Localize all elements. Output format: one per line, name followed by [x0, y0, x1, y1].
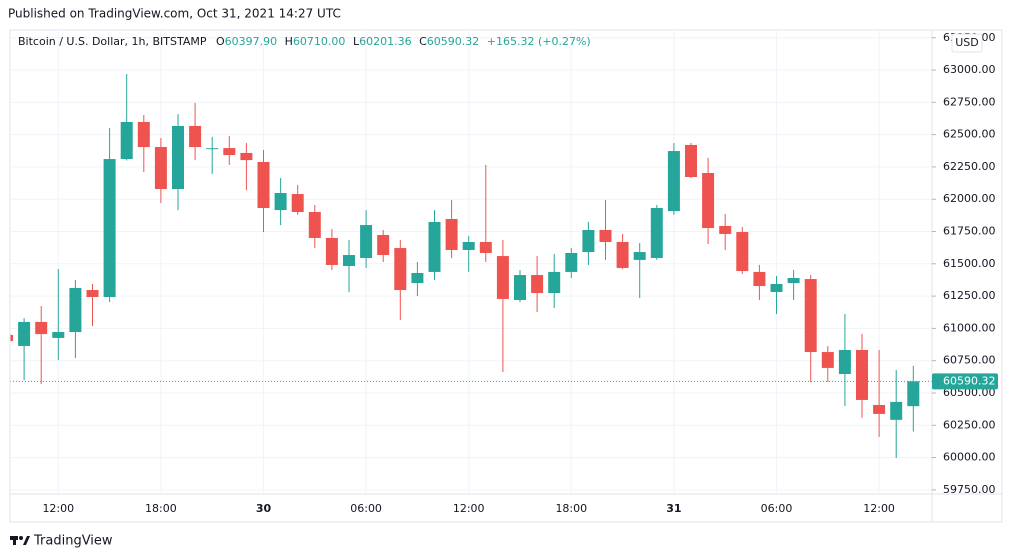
candle-body — [35, 321, 48, 335]
low-value: 60201.36 — [359, 35, 412, 48]
candle-body — [838, 349, 851, 374]
y-tick-label: 62000.00 — [943, 192, 996, 205]
candle-body — [343, 255, 355, 267]
candle-body — [257, 162, 270, 209]
candle-body — [394, 248, 407, 291]
candle-body — [360, 225, 373, 258]
candle-body — [753, 271, 766, 287]
close-value: 60590.32 — [427, 35, 480, 48]
candle-body — [719, 225, 732, 234]
candle-body — [308, 212, 321, 238]
candle-body — [103, 159, 116, 298]
candle-body — [154, 147, 167, 190]
candle-body — [890, 401, 903, 420]
candle-body — [377, 235, 390, 256]
candle-body — [445, 218, 458, 250]
candle-body — [907, 381, 920, 407]
y-tick-label: 60750.00 — [943, 354, 996, 367]
candle-body — [120, 121, 133, 160]
candle-body — [667, 151, 680, 212]
high-value: 60710.00 — [293, 35, 346, 48]
candle-body — [531, 275, 544, 294]
candle-body — [69, 287, 82, 333]
brand-name: TradingView — [33, 534, 113, 549]
last-price-tag — [932, 373, 998, 390]
y-tick-label: 61000.00 — [943, 321, 996, 334]
y-tick-label: 60000.00 — [943, 451, 996, 464]
chart-frame — [9, 29, 1003, 523]
candle-body — [582, 229, 595, 253]
x-tick-label: 12:00 — [42, 502, 74, 515]
candle-body — [821, 352, 834, 368]
change-value: +165.32 (+0.27%) — [487, 35, 591, 48]
y-tick-label: 62750.00 — [943, 95, 996, 108]
candle-body — [599, 229, 612, 242]
x-tick-label: 12:00 — [453, 502, 485, 515]
candle-body — [86, 290, 99, 298]
y-tick-label: 61500.00 — [943, 257, 996, 270]
candle-body — [223, 148, 236, 156]
candle-body — [770, 283, 783, 292]
candle-body — [479, 241, 492, 253]
x-tick-label: 18:00 — [555, 502, 587, 515]
candle-body — [206, 148, 219, 150]
candle-body — [548, 271, 561, 294]
candle-body — [856, 349, 868, 400]
candle-body — [873, 404, 886, 414]
y-tick-label: 59750.00 — [943, 483, 996, 496]
candle-body — [274, 193, 287, 211]
candle-body — [137, 121, 150, 148]
candle-body — [804, 279, 817, 353]
open-value: 60397.90 — [225, 35, 278, 48]
candle-body — [616, 241, 629, 268]
candle-body — [702, 172, 715, 229]
x-tick-label: 06:00 — [761, 502, 793, 515]
brand-logo — [10, 536, 30, 545]
candle-body — [18, 321, 31, 346]
x-tick-label: 31 — [666, 502, 681, 515]
x-tick-label: 30 — [256, 502, 272, 515]
open-label: O — [216, 35, 225, 48]
candle-body — [10, 334, 13, 342]
candle-body — [565, 252, 578, 272]
candle-body — [633, 252, 646, 260]
candle-body — [240, 152, 253, 161]
candle-body — [650, 208, 663, 258]
y-tick-label: 63000.00 — [943, 63, 996, 76]
candle-body — [52, 332, 65, 338]
candle-body — [685, 144, 697, 178]
symbol-title: Bitcoin / U.S. Dollar, 1h, BITSTAMP — [18, 35, 207, 48]
last-price-label: 60590.32 — [943, 374, 996, 387]
x-tick-label: 12:00 — [863, 502, 895, 515]
candle-body — [411, 272, 424, 284]
published-note: Published on TradingView.com, Oct 31, 20… — [8, 7, 341, 21]
x-tick-label: 18:00 — [145, 502, 177, 515]
y-tick-label: 62250.00 — [943, 160, 996, 173]
candle-body — [189, 125, 202, 148]
y-tick-label: 61250.00 — [943, 289, 996, 302]
low-label: L — [353, 35, 360, 48]
currency-box[interactable] — [951, 33, 983, 53]
candle-body — [325, 237, 338, 265]
candle-body — [787, 278, 800, 284]
y-tick-label: 60250.00 — [943, 418, 996, 431]
high-label: H — [285, 35, 293, 48]
candle-body — [428, 221, 441, 272]
y-tick-label: 61750.00 — [943, 225, 996, 238]
y-tick-label: 62500.00 — [943, 128, 996, 141]
legend: Bitcoin / U.S. Dollar, 1h, BITSTAMP O603… — [18, 35, 591, 48]
candle-body — [462, 241, 475, 250]
currency[interactable]: USD — [955, 36, 979, 49]
candle-body — [496, 256, 509, 299]
candle-body — [291, 194, 304, 213]
candle-body — [172, 125, 184, 190]
candle-body — [736, 232, 749, 272]
close-label: C — [419, 35, 427, 48]
candle-body — [514, 275, 526, 300]
x-tick-label: 06:00 — [350, 502, 382, 515]
